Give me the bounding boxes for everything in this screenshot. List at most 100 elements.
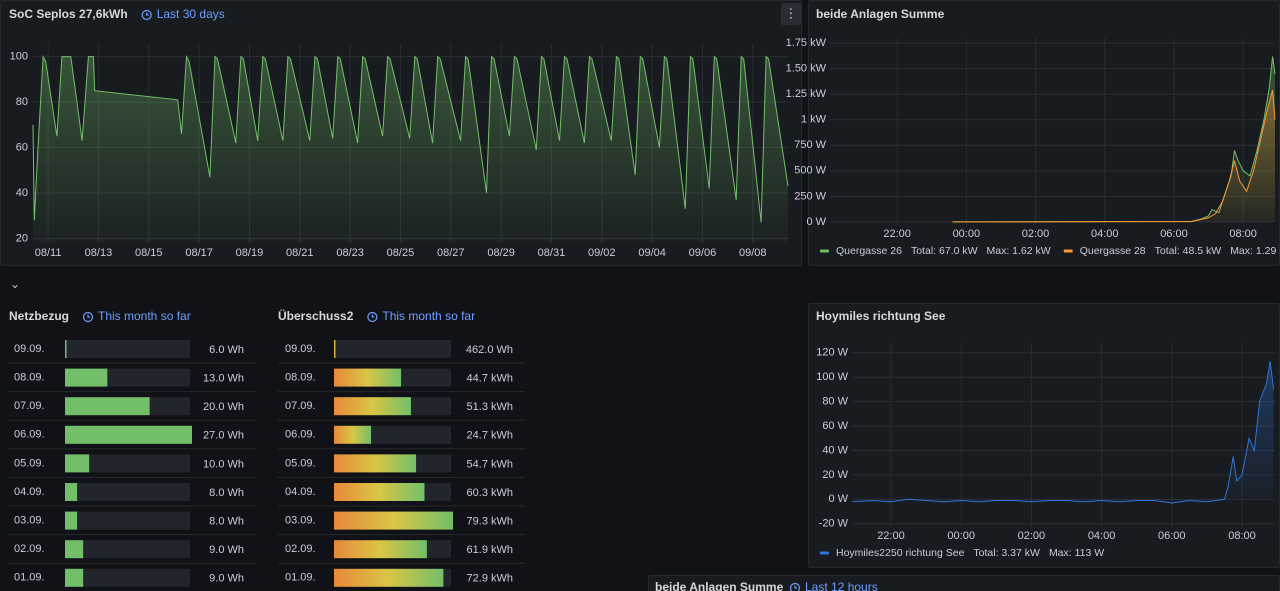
y-tick-label: 1 kW [801,114,827,126]
clock-icon [82,311,94,323]
y-tick-label: 40 W [822,444,848,456]
legend-swatch [1063,249,1073,253]
x-tick-label: 08/27 [437,247,465,259]
x-tick-label: 22:00 [883,228,911,240]
panel-title: Hoymiles richtung See [816,309,946,323]
bar [65,368,108,387]
value-label: 61.9 kWh [467,544,513,556]
x-tick-label: 08/19 [236,247,264,259]
x-tick-label: 08/23 [336,247,364,259]
bar-track [65,454,190,473]
x-tick-label: 09/02 [588,247,616,259]
row-collapse[interactable]: ⌄ [10,277,20,291]
line [952,56,1276,223]
bar [65,340,67,358]
value-label: 8.0 Wh [209,516,244,528]
clock-icon [141,9,152,21]
x-tick-label: 04:00 [1091,228,1119,240]
x-tick-label: 02:00 [1022,228,1050,240]
y-tick-label: 40 [16,187,28,199]
clock-hands [371,314,375,318]
x-tick-label: 08:00 [1228,530,1256,542]
row-label: 03.09. [14,515,45,527]
legend-swatch [820,249,829,253]
legend-stat: Max: 1.29 kW [1230,245,1280,257]
menu-icon: ⋮ [785,5,798,20]
bar [334,454,417,473]
bar-track [65,340,190,358]
value-label: 462.0 Wh [466,344,513,356]
line [952,89,1276,223]
bar [334,511,453,530]
time-range[interactable]: This month so far [98,309,191,323]
row-label: 04.09. [14,486,45,498]
y-tick-label: 100 [10,51,28,63]
x-tick-label: 22:00 [877,530,905,542]
x-tick-label: 08:00 [1229,228,1257,240]
x-tick-label: 08/21 [286,247,314,259]
value-label: 8.0 Wh [209,487,244,499]
x-tick-label: 04:00 [1088,530,1116,542]
row-label: 01.09. [14,572,45,584]
x-tick-label: 02:00 [1018,530,1046,542]
row-label: 01.09. [285,572,316,584]
legend-stat: Total: 3.37 kW [973,547,1040,559]
value-label: 44.7 kWh [467,373,513,385]
panel-menu[interactable] [781,3,801,25]
bar-track [334,340,451,358]
x-tick-label: 00:00 [947,530,975,542]
panel [808,0,1280,266]
value-label: 60.3 kWh [467,487,513,499]
legend-stat: Max: 1.62 kW [987,245,1051,257]
bar [334,568,444,587]
legend-label: Quergasse 28 [1080,245,1146,257]
y-tick-label: 100 W [816,371,848,383]
y-tick-label: 500 W [794,165,826,177]
y-tick-label: 60 [16,141,28,153]
y-tick-label: 750 W [794,139,826,151]
line [852,361,1275,504]
x-tick-label: 08/15 [135,247,163,259]
legend-swatch [820,551,829,555]
row-label: 07.09. [14,400,45,412]
x-tick-label: 08/13 [85,247,113,259]
area [952,90,1275,222]
value-label: 9.0 Wh [209,544,244,556]
value-label: 24.7 kWh [467,430,513,442]
panel-title: SoC Seplos 27,6kWh [9,7,128,21]
panel-title: beide Anlagen Summe [655,580,784,591]
clock-face [82,311,94,323]
time-range[interactable]: Last 12 hours [805,580,878,591]
x-tick-label: 08/29 [487,247,515,259]
bar [65,454,90,473]
time-range[interactable]: This month so far [382,309,475,323]
bar [65,425,192,444]
panel [808,303,1280,568]
bar [65,511,78,530]
y-tick-label: 20 W [822,469,848,481]
panel-title: beide Anlagen Summe [816,7,945,21]
y-tick-label: 0 W [828,493,848,505]
row-label: 09.09. [14,343,45,355]
value-label: 51.3 kWh [467,401,513,413]
panel-title: Überschuss2 [278,308,354,323]
panel-title: Netzbezug [9,309,69,323]
row-label: 03.09. [285,515,316,527]
y-tick-label: 120 W [816,347,848,359]
row-label: 08.09. [14,372,45,384]
y-tick-label: 250 W [794,190,826,202]
legend-label: Hoymiles2250 richtung See [836,547,965,559]
value-label: 10.0 Wh [203,458,244,470]
row-label: 02.09. [285,543,316,555]
y-tick-label: 60 W [822,420,848,432]
x-tick-label: 09/04 [638,247,666,259]
row-label: 05.09. [285,457,316,469]
value-label: 72.9 kWh [467,573,513,585]
clock-hands [87,314,90,318]
time-range[interactable]: Last 30 days [157,7,225,21]
y-tick-label: 20 [16,232,28,244]
clock-icon [367,311,378,323]
bar-track [65,540,190,559]
value-label: 79.3 kWh [467,516,513,528]
row-label: 09.09. [285,343,316,355]
